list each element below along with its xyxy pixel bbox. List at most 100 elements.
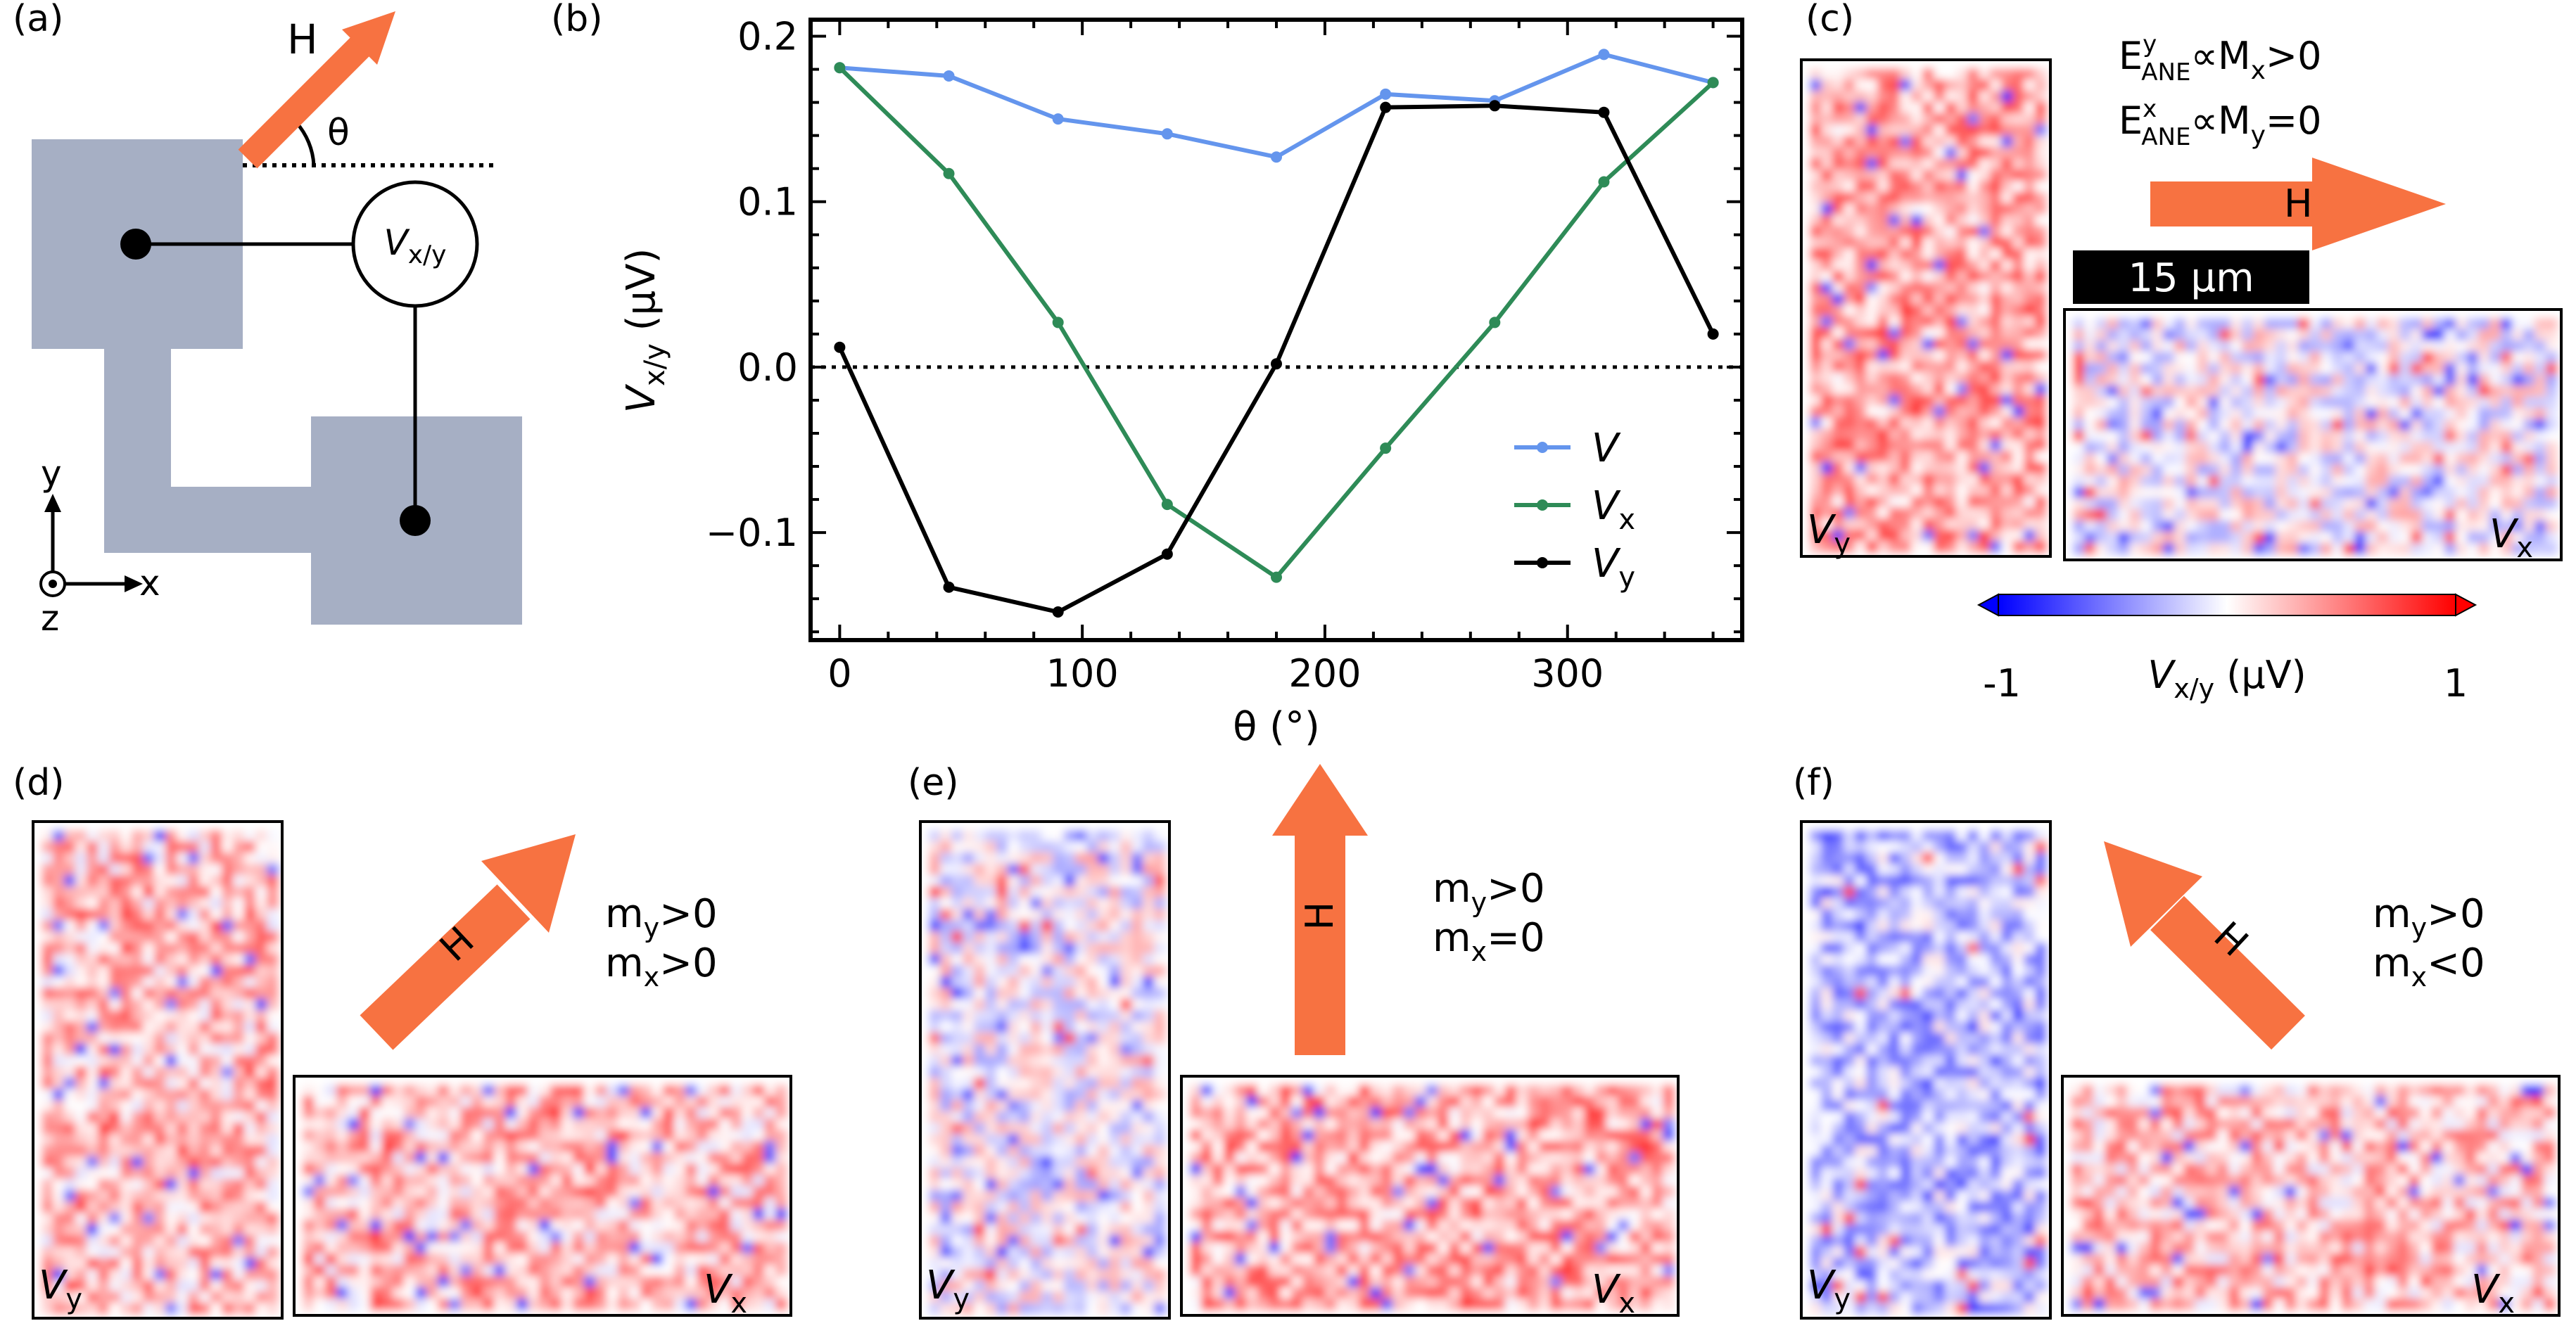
map-c-vx-frame (2063, 308, 2563, 561)
map-d-vy (33, 822, 282, 1318)
data-point (834, 341, 846, 353)
data-point (1598, 106, 1610, 118)
colorbar-title: Vx/y (μV) (2147, 653, 2306, 704)
data-point (1271, 151, 1282, 163)
legend-entry: Vy (1514, 541, 1635, 594)
map-c-vy-frame (1800, 58, 2052, 558)
field-label-a: H (287, 15, 318, 63)
data-point (1052, 606, 1064, 618)
map-f-vy (1801, 822, 2050, 1318)
map-f-vx (2062, 1076, 2559, 1315)
panel-d: (d) Vy Vx H my>0 mx>0 (13, 762, 792, 1320)
condition-f-1: my>0 (2373, 891, 2485, 943)
field-label-e: H (1297, 902, 1342, 931)
colorbar-min-extend (1977, 593, 1999, 617)
ane-equation-1: Ey ANE∝Mx>0 (2119, 30, 2322, 87)
y-tick-label: 0.1 (737, 180, 798, 224)
field-arrow-e (1272, 764, 1368, 1055)
panel-c: (c) Vy Vx Ey ANE∝Mx>0 Ex ANE∝My=0 H 15 μm … (1800, 0, 2563, 706)
colorbar-min-label: -1 (1983, 661, 2021, 706)
y-axis-label: Vx/y (μV) (618, 248, 671, 414)
ane-equation-2: Ex ANE∝My=0 (2119, 95, 2322, 151)
field-arrow-c (2150, 158, 2446, 250)
x-tick-label: 0 (827, 651, 851, 696)
data-point (1271, 358, 1282, 370)
data-point (1489, 100, 1501, 112)
data-point (943, 581, 955, 593)
map-f-vx-frame (2061, 1075, 2561, 1317)
series-V (834, 49, 1719, 163)
y-tick-label: 0.0 (737, 345, 798, 390)
condition-e-2: mx=0 (1433, 915, 1545, 967)
data-point (943, 70, 955, 82)
y-tick-label: 0.2 (737, 15, 798, 59)
map-d-vy-label: Vy (39, 1263, 82, 1315)
legend-entry: Vx (1514, 483, 1635, 536)
field-arrow-d (360, 834, 576, 1050)
map-e-vx-frame (1180, 1075, 1680, 1317)
data-point (1271, 571, 1282, 583)
angle-theta: θ (327, 112, 350, 154)
map-d-vy-frame (32, 820, 284, 1320)
x-tick-label: 300 (1531, 651, 1604, 696)
data-point (1380, 442, 1392, 454)
data-point (1161, 548, 1173, 560)
map-e-vx (1181, 1076, 1678, 1315)
map-f-vy-frame (1800, 820, 2052, 1320)
map-e-vx-label: Vx (1592, 1267, 1635, 1320)
colorbar: -1 1 Vx/y (μV) (1977, 593, 2477, 706)
map-c-vy-label: Vy (1807, 507, 1851, 560)
data-point (1489, 317, 1501, 328)
panel-e-label: (e) (908, 762, 959, 804)
axis-z-label: z (41, 598, 59, 639)
colorbar-gradient (1998, 594, 2456, 615)
map-d-vx-label: Vx (704, 1267, 747, 1320)
data-point (1598, 49, 1610, 60)
panel-d-label: (d) (13, 762, 65, 804)
chart-plot: 0 100 200 300 −0.1 0.0 0.1 0.2 θ (°) Vx/y (μV) V Vx… (618, 15, 1744, 750)
panel-c-label: (c) (1806, 0, 1854, 40)
map-c-vx (2064, 309, 2561, 560)
data-point (834, 62, 846, 74)
x-axis-label: θ (°) (1233, 704, 1320, 750)
data-point (1707, 77, 1719, 89)
data-point (1052, 113, 1064, 125)
field-label-c: H (2284, 181, 2313, 226)
panel-b-label: (b) (551, 0, 603, 40)
map-d-vx-frame (293, 1075, 792, 1317)
legend-marker (1537, 442, 1548, 453)
panel-a: (a) θ H Vx/y y (13, 0, 522, 639)
field-arrow-f (2104, 841, 2305, 1050)
legend-label: Vy (1592, 541, 1635, 594)
map-d-vx (294, 1076, 791, 1315)
data-point (943, 167, 955, 179)
data-point (1598, 176, 1610, 188)
voltmeter-circle (351, 180, 479, 308)
contact-dot-left (120, 229, 151, 260)
map-c-vy (1801, 60, 2050, 556)
angle-arc (295, 121, 316, 166)
data-point (1380, 101, 1392, 113)
panel-e: (e) Vy Vx H my>0 mx=0 (908, 762, 1680, 1320)
contact-dot-right (400, 505, 431, 536)
panel-a-label: (a) (13, 0, 63, 40)
series-line (839, 52, 1714, 160)
data-point (1161, 128, 1173, 140)
series-Vx (834, 62, 1719, 583)
series-line (838, 66, 1715, 580)
voltmeter-label: Vx/y (384, 222, 447, 269)
coordinate-axes: y x z (39, 453, 160, 639)
condition-d-2: mx>0 (605, 940, 718, 993)
legend-label: Vx (1592, 483, 1635, 536)
map-e-vy-label: Vy (926, 1263, 970, 1315)
device-channel-horizontal (104, 487, 315, 553)
condition-d-1: my>0 (605, 891, 718, 943)
map-e-vy-frame (919, 820, 1171, 1320)
scale-bar-label: 15 μm (2128, 255, 2254, 301)
data-point (1707, 328, 1719, 340)
axis-x-label: x (139, 563, 160, 604)
x-tick-label: 200 (1288, 651, 1361, 696)
data-point (1052, 317, 1064, 328)
